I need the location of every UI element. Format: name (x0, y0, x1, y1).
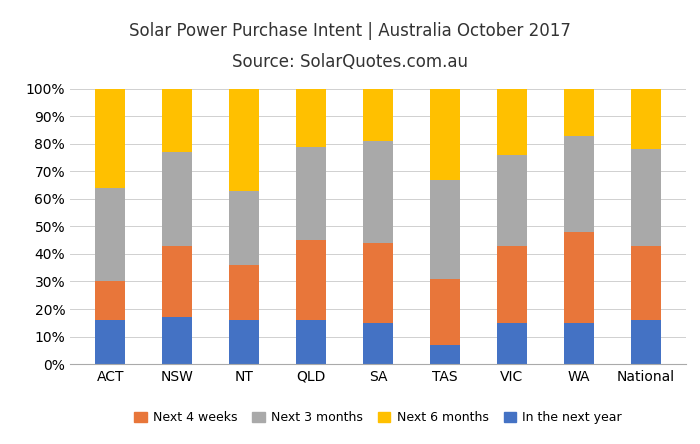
Bar (564, 323, 594, 364)
Bar (363, 89, 393, 141)
Bar (564, 232, 594, 323)
Bar (631, 149, 661, 246)
Bar (497, 323, 527, 364)
Bar (229, 265, 259, 320)
Bar (162, 89, 192, 152)
Bar (95, 320, 125, 364)
Bar (296, 147, 326, 240)
Bar (430, 89, 460, 180)
Bar (229, 320, 259, 364)
Bar (430, 345, 460, 364)
Legend: Next 4 weeks, Next 3 months, Next 6 months, In the next year: Next 4 weeks, Next 3 months, Next 6 mont… (129, 406, 627, 429)
Text: Solar Power Purchase Intent | Australia October 2017: Solar Power Purchase Intent | Australia … (129, 22, 571, 40)
Bar (497, 89, 527, 155)
Bar (363, 243, 393, 323)
Bar (229, 89, 259, 190)
Bar (430, 180, 460, 279)
Bar (631, 89, 661, 149)
Bar (95, 89, 125, 188)
Text: Source: SolarQuotes.com.au: Source: SolarQuotes.com.au (232, 53, 468, 71)
Bar (296, 89, 326, 147)
Bar (631, 246, 661, 320)
Bar (564, 89, 594, 135)
Bar (564, 135, 594, 232)
Bar (162, 317, 192, 364)
Bar (430, 279, 460, 345)
Bar (162, 152, 192, 246)
Bar (162, 246, 192, 317)
Bar (363, 141, 393, 243)
Bar (95, 188, 125, 281)
Bar (229, 190, 259, 265)
Bar (95, 281, 125, 320)
Bar (631, 320, 661, 364)
Bar (363, 323, 393, 364)
Bar (296, 320, 326, 364)
Bar (296, 240, 326, 320)
Bar (497, 246, 527, 323)
Bar (497, 155, 527, 246)
